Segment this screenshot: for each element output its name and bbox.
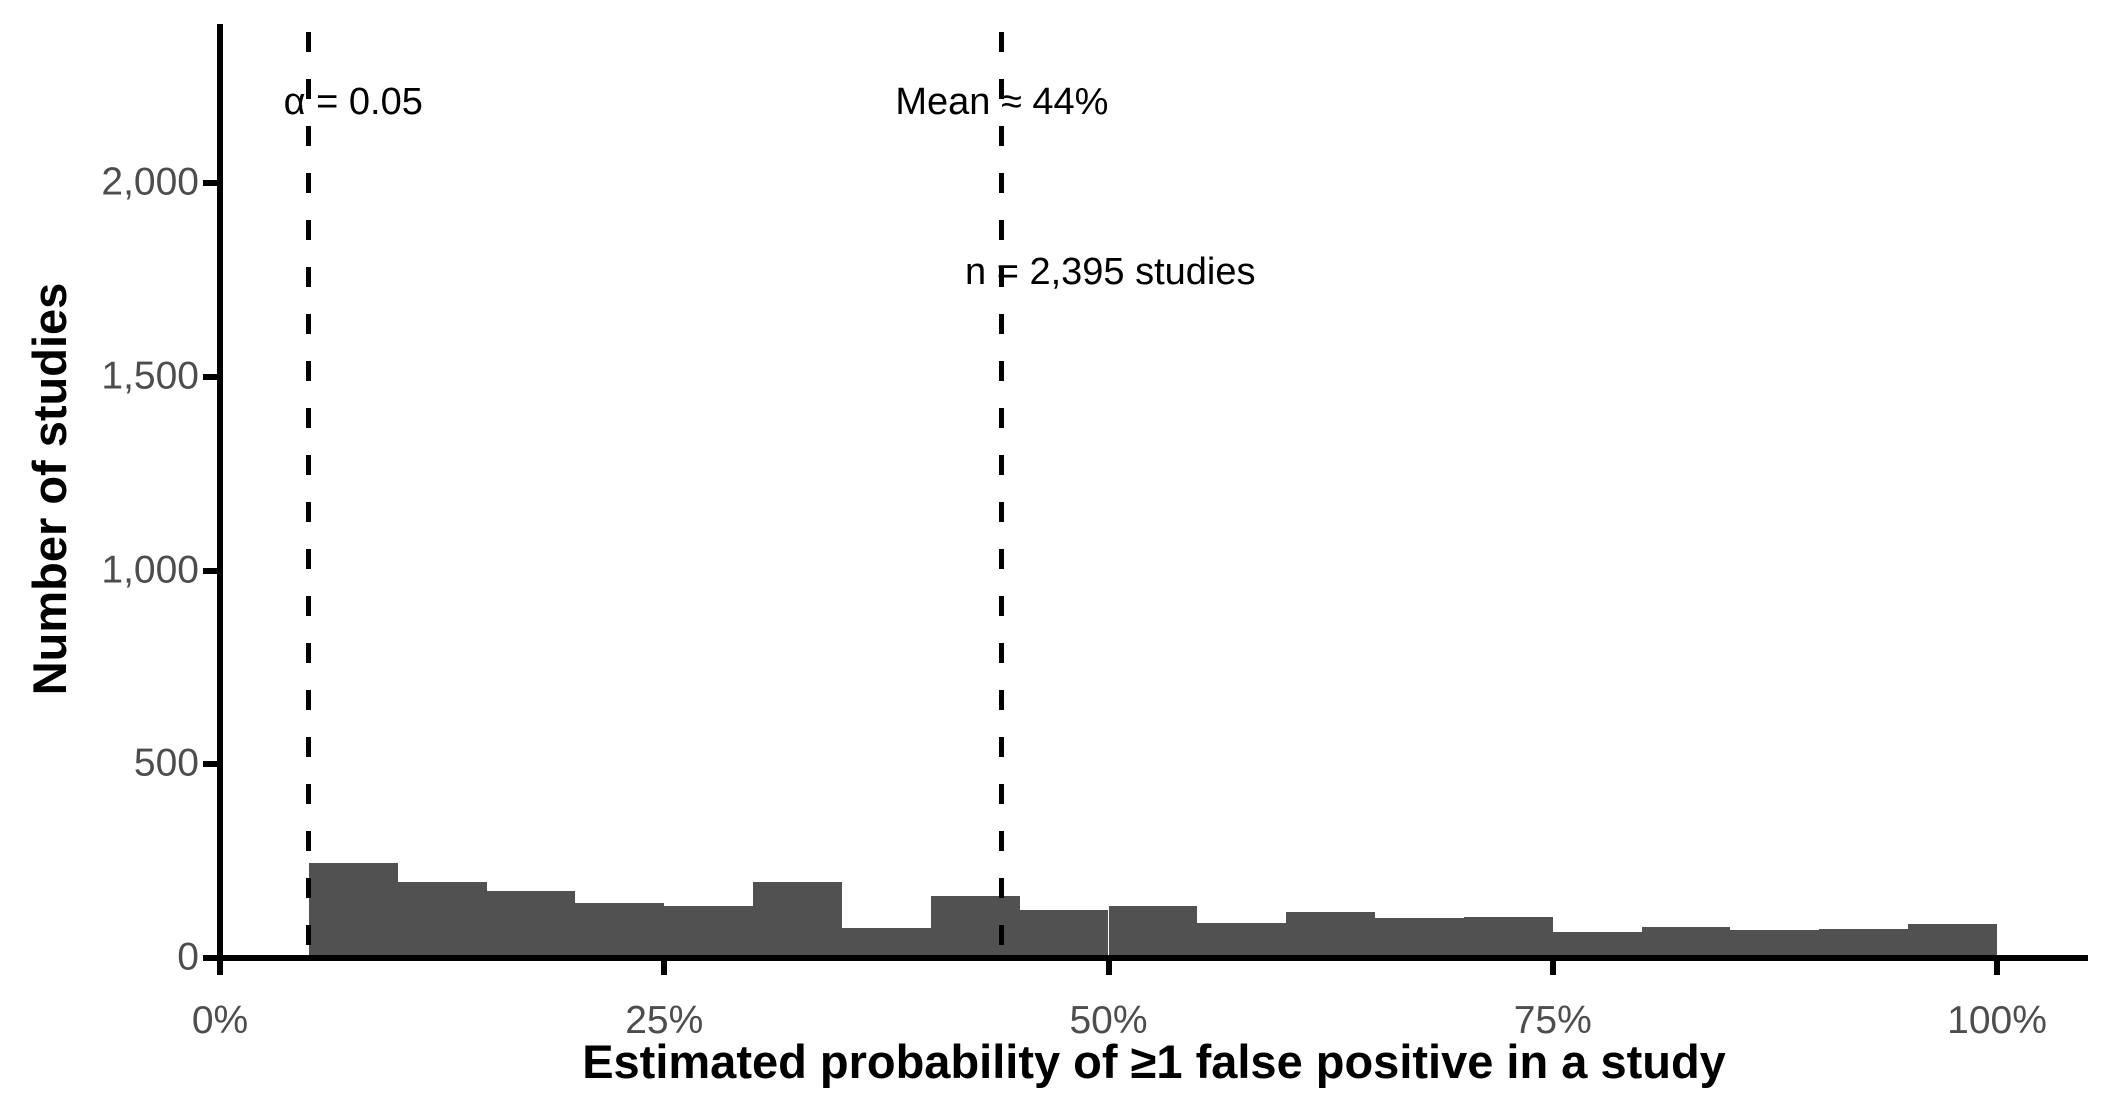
histogram-bar <box>575 902 665 958</box>
histogram-bar <box>1286 911 1376 958</box>
y-tick-mark <box>203 567 217 574</box>
histogram-bar <box>1641 927 1731 958</box>
histogram-bar <box>753 881 842 958</box>
x-axis-line <box>217 955 2088 961</box>
y-tick-mark <box>203 180 217 186</box>
histogram-bar <box>397 882 487 958</box>
y-tick-label: 1,500 <box>101 354 199 398</box>
y-tick-label: 2,000 <box>101 160 199 204</box>
x-tick-mark <box>1549 961 1556 975</box>
x-tick-label: 0% <box>191 999 249 1042</box>
y-tick-mark <box>203 955 217 961</box>
histogram-bar <box>1019 909 1109 958</box>
y-tick-label: 0 <box>177 935 199 979</box>
histogram-bar <box>1552 932 1642 958</box>
y-tick-mark <box>203 373 217 380</box>
histogram-bar <box>1730 930 1820 958</box>
histogram-bar <box>930 895 1020 958</box>
histogram-bar <box>1463 916 1553 958</box>
y-tick-mark <box>203 761 217 768</box>
x-tick-mark <box>1994 961 2000 975</box>
histogram-bar <box>664 905 754 958</box>
x-tick-label: 100% <box>1947 999 2047 1042</box>
y-tick-label: 1,000 <box>101 548 199 592</box>
alpha-line <box>306 32 312 958</box>
x-tick-label: 75% <box>1513 999 1592 1042</box>
x-tick-label: 25% <box>625 999 704 1042</box>
y-tick-label: 500 <box>133 741 199 785</box>
n-label: n = 2,395 studies <box>965 251 1256 294</box>
histogram-bar <box>486 891 576 958</box>
x-tick-label: 50% <box>1069 999 1148 1042</box>
x-tick-mark <box>661 961 668 975</box>
histogram-bar <box>1197 923 1287 958</box>
x-tick-mark <box>217 961 223 975</box>
histogram-bar <box>1375 918 1464 958</box>
histogram-bar <box>841 928 931 958</box>
histogram-bar <box>308 863 398 958</box>
histogram-bar <box>1108 905 1198 958</box>
histogram-bar <box>1819 928 1909 958</box>
x-tick-mark <box>1105 961 1112 975</box>
y-axis-line <box>217 24 223 961</box>
mean-line <box>999 32 1005 958</box>
mean-label: Mean ≈ 44% <box>895 80 1109 123</box>
alpha-label: α = 0.05 <box>283 80 423 123</box>
histogram-bar <box>1908 924 1997 958</box>
x-axis-title: Estimated probability of ≥1 false positi… <box>582 1035 1726 1088</box>
